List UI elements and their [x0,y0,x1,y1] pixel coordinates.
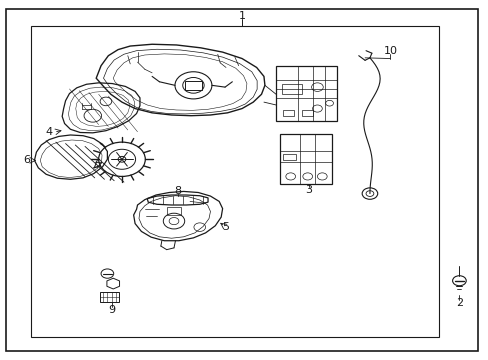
Bar [276,66,336,121]
Bar [100,292,118,302]
Bar [283,154,295,160]
Text: 4: 4 [45,127,53,137]
Text: 9: 9 [108,305,116,315]
Text: 8: 8 [174,186,181,197]
Text: 6: 6 [23,156,30,165]
Text: 1: 1 [238,11,245,21]
Bar [279,134,331,184]
Text: 5: 5 [222,222,229,232]
Circle shape [120,158,123,160]
Bar [301,110,312,116]
Bar [282,84,301,94]
Bar [166,207,181,215]
Bar [30,26,438,337]
Bar [283,110,293,116]
Bar [184,81,202,90]
Text: 2: 2 [455,298,462,308]
Text: 10: 10 [383,46,397,56]
Text: 7: 7 [91,159,98,169]
Text: 3: 3 [305,185,311,195]
